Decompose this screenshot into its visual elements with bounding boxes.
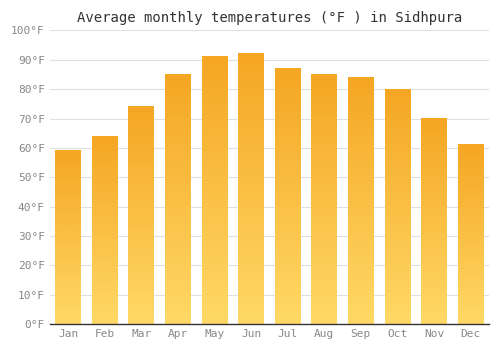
Title: Average monthly temperatures (°F ) in Sidhpura: Average monthly temperatures (°F ) in Si… bbox=[76, 11, 462, 25]
